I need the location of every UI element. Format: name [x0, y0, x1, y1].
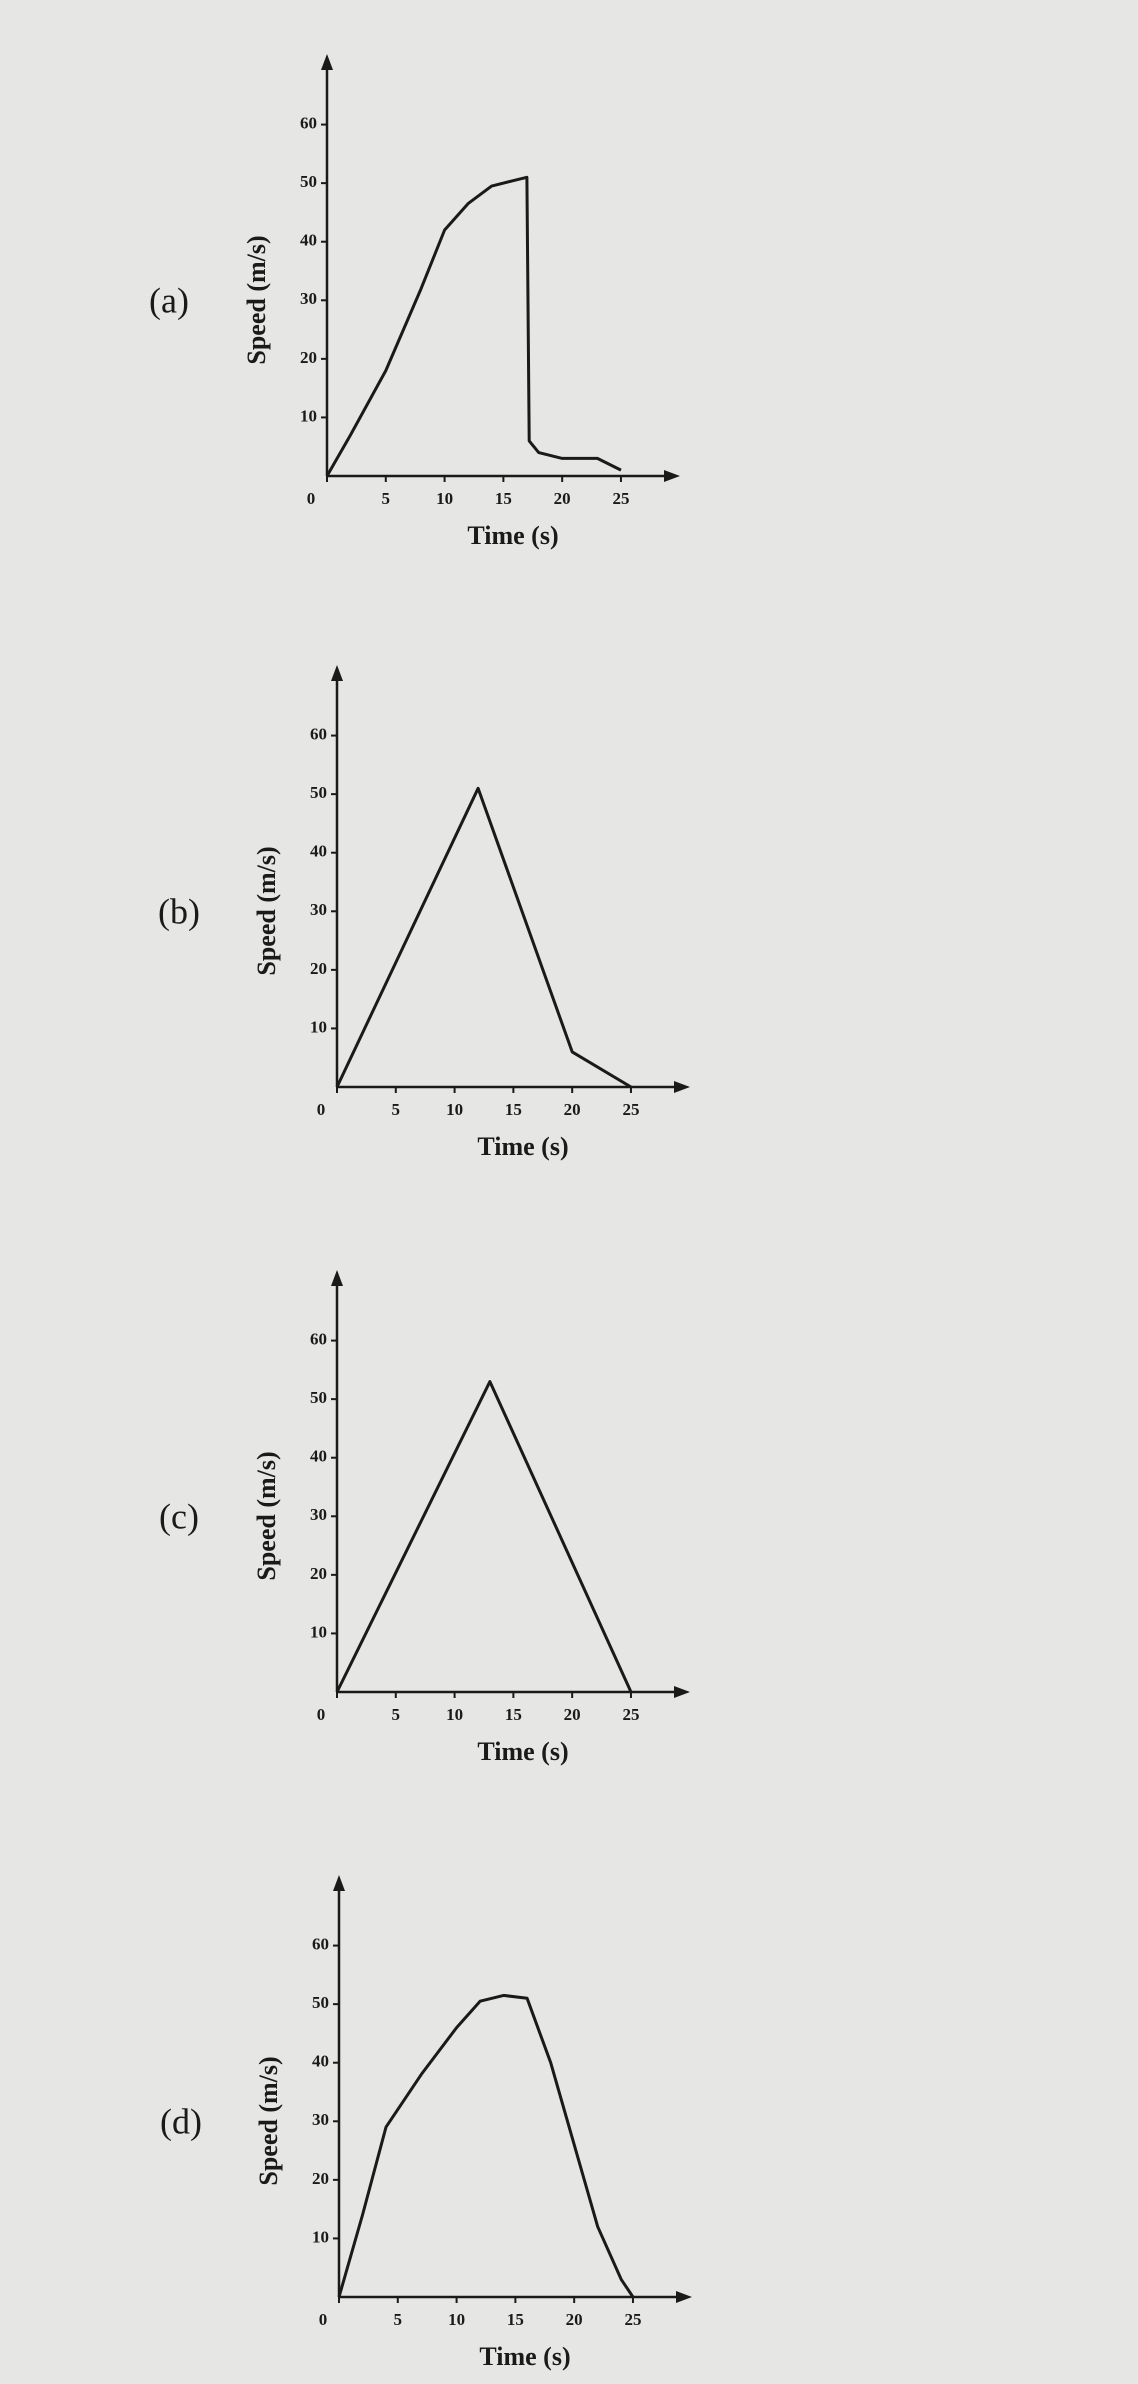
x-tick-label: 25	[622, 1705, 639, 1724]
chart-panel: 0 5 10 15 20 25 10 20 30 40 50 60 Time (s) Speed (m/s…	[159, 1270, 690, 1766]
x-tick-label: 10	[448, 2310, 465, 2329]
y-tick-label: 10	[310, 1017, 327, 1036]
chart-panel: 0 5 10 15 20 25 10 20 30 40 50 60 Time (s) Speed (m/s…	[160, 1875, 692, 2371]
x-axis-title: Time (s)	[477, 1737, 568, 1766]
panel-label: (a)	[149, 280, 189, 320]
y-tick-label: 30	[300, 289, 317, 308]
speed-curve	[335, 786, 632, 1089]
speed-curve	[337, 1993, 635, 2298]
x-tick-label: 15	[505, 1705, 522, 1724]
x-arrow	[676, 2291, 692, 2303]
y-tick-label: 60	[310, 724, 327, 743]
y-tick-label: 60	[300, 113, 317, 132]
x-tick-label: 20	[564, 1705, 581, 1724]
y-axis-title: Speed (m/s)	[252, 846, 281, 975]
x-tick-label: 10	[446, 1705, 463, 1724]
x-tick-label: 10	[446, 1100, 463, 1119]
x-tick-label: 0	[317, 1100, 326, 1119]
x-tick-label: 0	[307, 489, 316, 508]
y-arrow	[321, 54, 333, 70]
x-tick-label: 5	[382, 489, 391, 508]
panel-label: (d)	[160, 2101, 202, 2141]
y-tick-label: 30	[310, 1505, 327, 1524]
x-tick-label: 20	[564, 1100, 581, 1119]
y-tick-label: 50	[310, 783, 327, 802]
y-arrow	[333, 1875, 345, 1891]
x-axis-title: Time (s)	[479, 2342, 570, 2371]
panel-label: (b)	[158, 891, 200, 931]
x-arrow	[664, 470, 680, 482]
y-tick-label: 20	[300, 348, 317, 367]
x-axis-title: Time (s)	[467, 521, 558, 550]
x-tick-label: 20	[554, 489, 571, 508]
speed-curve	[335, 1380, 633, 1693]
y-tick-label: 60	[310, 1329, 327, 1348]
y-tick-label: 40	[310, 842, 327, 861]
y-tick-label: 40	[300, 231, 317, 250]
y-axis-title: Speed (m/s)	[242, 235, 271, 364]
y-tick-label: 20	[312, 2169, 329, 2188]
y-axis-title: Speed (m/s)	[252, 1451, 281, 1580]
chart-panel: 0 5 10 15 20 25 10 20 30 40 50 60 Time (s) Speed (m/s…	[149, 54, 680, 550]
y-arrow	[331, 665, 343, 681]
y-tick-label: 20	[310, 1564, 327, 1583]
x-tick-label: 25	[624, 2310, 641, 2329]
x-tick-label: 25	[622, 1100, 639, 1119]
y-tick-label: 10	[310, 1622, 327, 1641]
y-tick-label: 20	[310, 959, 327, 978]
y-arrow	[331, 1270, 343, 1286]
x-tick-label: 5	[392, 1100, 401, 1119]
y-axis-title: Speed (m/s)	[254, 2056, 283, 2185]
y-tick-label: 10	[312, 2227, 329, 2246]
x-tick-label: 20	[566, 2310, 583, 2329]
speed-curve	[325, 175, 622, 477]
y-tick-label: 10	[300, 406, 317, 425]
x-axis-title: Time (s)	[477, 1132, 568, 1161]
x-arrow	[674, 1686, 690, 1698]
chart-panel: 0 5 10 15 20 25 10 20 30 40 50 60 Time (s) Speed (m/s…	[158, 665, 690, 1161]
x-tick-label: 25	[612, 489, 629, 508]
y-tick-label: 30	[310, 900, 327, 919]
panel-label: (c)	[159, 1496, 199, 1536]
x-tick-label: 15	[507, 2310, 524, 2329]
y-tick-label: 60	[312, 1934, 329, 1953]
x-tick-label: 15	[495, 489, 512, 508]
y-tick-label: 40	[310, 1447, 327, 1466]
y-tick-label: 50	[310, 1388, 327, 1407]
y-tick-label: 50	[300, 172, 317, 191]
x-tick-label: 5	[392, 1705, 401, 1724]
y-tick-label: 30	[312, 2110, 329, 2129]
x-arrow	[674, 1081, 690, 1093]
x-tick-label: 0	[317, 1705, 326, 1724]
x-tick-label: 5	[394, 2310, 403, 2329]
x-tick-label: 0	[319, 2310, 328, 2329]
x-tick-label: 15	[505, 1100, 522, 1119]
y-tick-label: 50	[312, 1993, 329, 2012]
x-tick-label: 10	[436, 489, 453, 508]
y-tick-label: 40	[312, 2052, 329, 2071]
